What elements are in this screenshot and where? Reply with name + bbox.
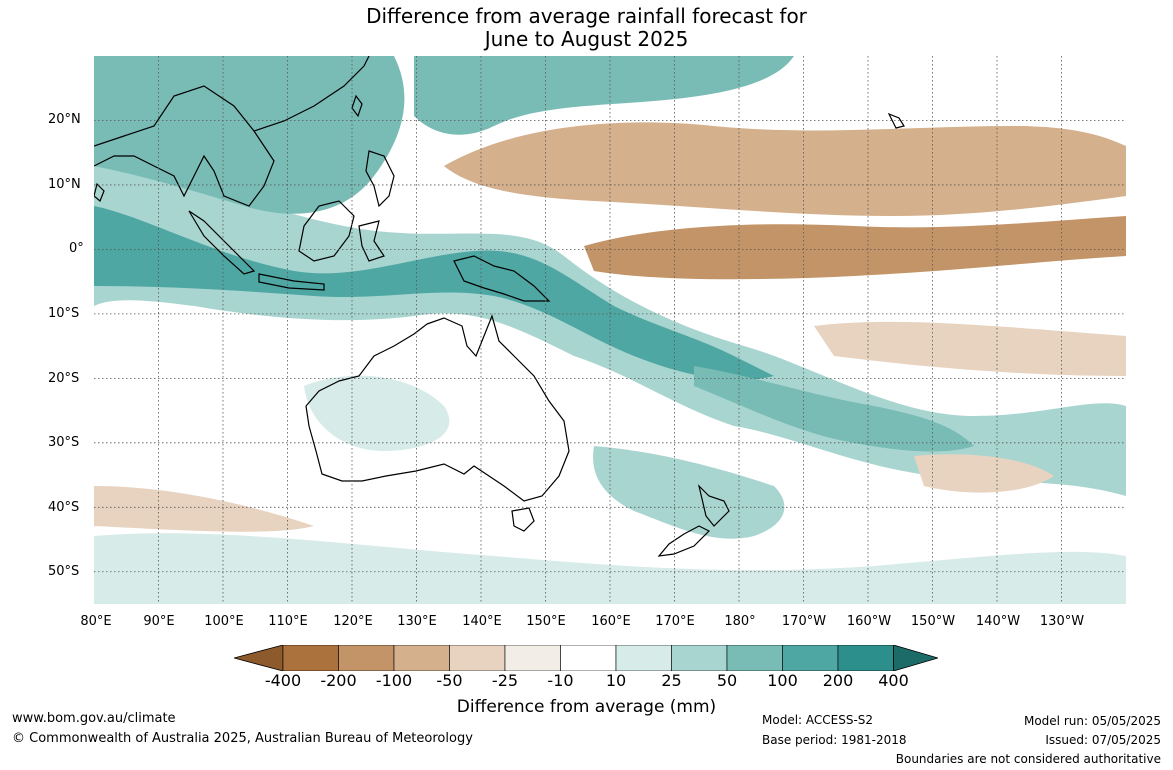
lon-label-160w: 160°W: [846, 614, 892, 629]
wet-field-central-pacific: [694, 366, 974, 452]
lon-label-140w: 140°W: [975, 614, 1021, 629]
chart-title-line1: Difference from average rainfall forecas…: [366, 4, 807, 28]
colorbar-extend-low: [234, 645, 284, 671]
new-zealand-north-coastline: [697, 484, 730, 527]
colorbar-segment: [449, 645, 506, 671]
lon-label-130w: 130°W: [1039, 614, 1085, 629]
colorbar-tick-label: 100: [767, 671, 798, 690]
wet-field-maritime-continent: [94, 206, 774, 380]
wet-field-north-pacific: [414, 56, 794, 135]
graticule: [94, 56, 1126, 604]
colorbar-title: Difference from average (mm): [456, 697, 717, 717]
lon-label-90e: 90°E: [143, 614, 175, 629]
java-coastline: [258, 273, 325, 291]
new-guinea-coastline: [453, 255, 551, 302]
borneo-coastline: [298, 200, 355, 262]
sri-lanka-coastline: [94, 182, 105, 202]
philippines-coastline: [365, 150, 395, 208]
colorbar-tick-label: 50: [716, 671, 738, 690]
colorbar-tick-label: -100: [375, 671, 413, 690]
colorbar-segment: [504, 645, 561, 671]
colorbar-segment: [726, 645, 783, 671]
sumatra-coastline: [188, 210, 256, 275]
lon-label-110e: 110°E: [268, 614, 308, 629]
colorbar-tick-label: -10: [547, 671, 574, 690]
lat-label-10s: 10°S: [48, 306, 80, 321]
lat-label-20s: 20°S: [48, 371, 80, 386]
footer-issued: Issued: 07/05/2025: [1045, 733, 1161, 747]
dry-field-equatorial-pacific: [584, 216, 1126, 280]
dry-anomaly-fields: [94, 122, 1126, 532]
colorbar-extend-high: [893, 645, 938, 671]
colorbar-tick-label: 200: [822, 671, 854, 690]
colorbar-segment: [393, 645, 450, 671]
tasmania-coastline: [511, 507, 535, 532]
colorbar-tick-label: -25: [491, 671, 519, 690]
lon-label-150w: 150°W: [910, 614, 956, 629]
coastlines: [94, 56, 905, 557]
colorbar-tick-label: -50: [436, 671, 463, 690]
footer-model-run: Model run: 05/05/2025: [1023, 714, 1161, 728]
lon-label-150e: 150°E: [526, 614, 566, 629]
chart-title-line2: June to August 2025: [484, 27, 689, 51]
lon-label-160e: 160°E: [591, 614, 631, 629]
hawaii-coastline: [887, 112, 905, 129]
dry-field-south-indian: [94, 486, 314, 532]
lat-label-0: 0°: [69, 241, 84, 256]
footer-copyright: © Commonwealth of Australia 2025, Austra…: [12, 731, 473, 746]
wet-field-west-australia: [304, 375, 450, 451]
footer-base-period: Base period: 1981-2018: [762, 733, 907, 747]
colorbar-segment: [671, 645, 728, 671]
footer-website: www.bom.gov.au/climate: [12, 711, 176, 726]
lat-label-50s: 50°S: [48, 564, 80, 579]
lon-label-180: 180°: [724, 614, 756, 629]
china-coastline: [253, 56, 370, 132]
lon-label-80e: 80°E: [80, 614, 112, 629]
wet-field-tasman: [593, 446, 785, 539]
colorbar-segment: [282, 645, 339, 671]
colorbar-tick-label: 400: [878, 671, 909, 690]
colorbar-tick-label: -400: [264, 671, 302, 690]
lon-label-170e: 170°E: [655, 614, 695, 629]
colorbar-segment: [338, 645, 395, 671]
colorbar-tick-label: 10: [605, 671, 627, 690]
footer-model: Model: ACCESS-S2: [762, 713, 874, 727]
dry-field-north-pacific: [444, 122, 1126, 216]
taiwan-coastline: [351, 94, 363, 118]
lon-label-140e: 140°E: [462, 614, 502, 629]
sulawesi-coastline: [358, 220, 385, 262]
new-zealand-south-coastline: [657, 525, 711, 557]
asia-mainland-coastline: [94, 85, 275, 207]
colorbar-tick-label: 25: [661, 671, 682, 690]
lat-label-20n: 20°N: [48, 112, 81, 127]
rainfall-difference-map: [94, 56, 1126, 604]
colorbar-segment: [560, 645, 617, 671]
lon-label-130e: 130°E: [397, 614, 437, 629]
lon-label-100e: 100°E: [204, 614, 244, 629]
dry-field-south-pacific: [914, 454, 1054, 493]
dry-field-east-pacific-south: [814, 321, 1126, 376]
colorbar-segment: [782, 645, 839, 671]
colorbar-segment: [837, 645, 894, 671]
lat-label-40s: 40°S: [48, 500, 80, 515]
lon-label-120e: 120°E: [333, 614, 373, 629]
colorbar-segment: [615, 645, 672, 671]
colorbar-tick-label: -200: [320, 671, 357, 690]
lat-label-30s: 30°S: [48, 435, 80, 450]
australia-coastline: [305, 314, 570, 502]
lat-label-10n: 10°N: [48, 177, 81, 192]
lon-label-170w: 170°W: [781, 614, 827, 629]
footer-boundaries: Boundaries are not considered authoritat…: [895, 752, 1161, 766]
colorbar: [234, 645, 938, 671]
